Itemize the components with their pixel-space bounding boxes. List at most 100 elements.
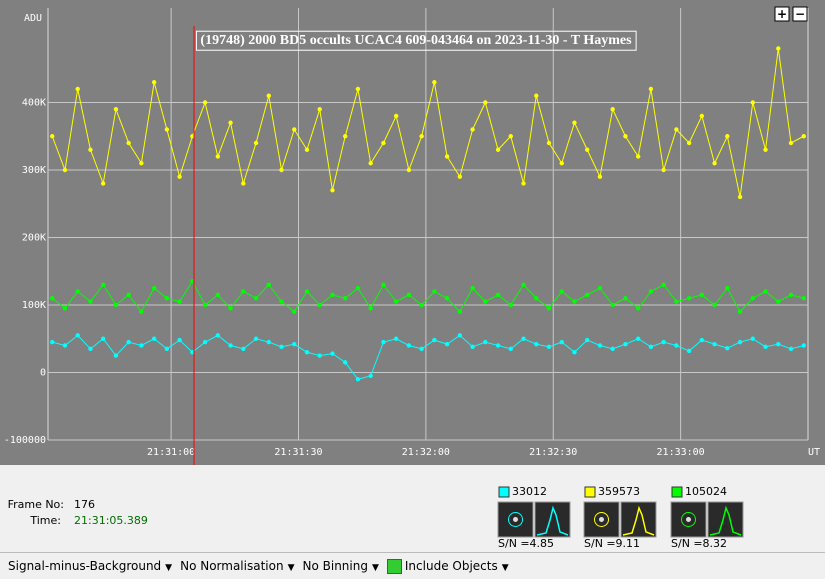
data-point: [253, 336, 259, 341]
data-point: [483, 100, 488, 105]
y-tick-label: 400K: [22, 98, 46, 109]
data-point: [763, 344, 768, 350]
zoom-button-label[interactable]: −: [795, 7, 805, 21]
data-point: [393, 113, 399, 119]
data-point: [521, 282, 526, 287]
data-point: [177, 337, 182, 343]
data-point: [686, 348, 692, 354]
data-point: [126, 339, 131, 345]
data-point: [330, 292, 335, 298]
mode-dropdown[interactable]: Signal-minus-Background ▼: [8, 559, 173, 573]
chart-title: (19748) 2000 BD5 occults UCAC4 609-04346…: [200, 33, 632, 48]
data-point: [699, 292, 705, 298]
data-point: [343, 360, 348, 365]
objects-dropdown[interactable]: Include Objects ▼: [386, 558, 509, 574]
data-point: [126, 292, 131, 298]
data-point: [241, 181, 246, 186]
data-point: [330, 351, 335, 356]
aperture-ring: [594, 512, 609, 527]
psf-profile: [622, 505, 655, 536]
psf-profile: [709, 505, 742, 536]
zoom-button[interactable]: [792, 6, 808, 22]
x-tick-label: 21:31:30: [274, 447, 322, 458]
data-point: [661, 282, 666, 287]
legend-label: 359573: [598, 485, 640, 498]
data-point: [330, 188, 335, 193]
data-point: [419, 134, 424, 139]
data-point: [674, 343, 679, 348]
data-point: [279, 167, 284, 173]
data-point: [304, 350, 310, 355]
data-point: [750, 336, 756, 341]
data-point: [151, 285, 157, 291]
data-point: [113, 107, 119, 112]
data-point: [62, 343, 68, 348]
data-point: [610, 302, 615, 308]
data-point: [215, 333, 221, 338]
data-point: [241, 289, 246, 294]
data-point: [88, 147, 93, 152]
data-point: [343, 296, 348, 301]
x-axis-label: UT: [808, 447, 820, 458]
data-point: [50, 296, 55, 301]
data-point: [788, 346, 794, 352]
data-point: [432, 337, 437, 343]
data-point: [62, 167, 68, 173]
data-point: [559, 289, 564, 294]
data-point: [444, 154, 450, 159]
legend-label: 33012: [512, 485, 547, 498]
x-tick-label: 21:33:00: [657, 447, 705, 458]
y-tick-label: 0: [40, 368, 46, 379]
data-point: [674, 127, 679, 132]
data-point: [470, 285, 475, 291]
data-point: [190, 279, 195, 284]
data-point: [202, 302, 208, 308]
data-point: [674, 299, 679, 304]
data-point: [623, 341, 628, 347]
data-point: [279, 299, 284, 304]
series-line: [51, 48, 804, 198]
data-point: [776, 46, 781, 51]
binning-dropdown[interactable]: No Binning ▼: [302, 559, 379, 573]
series-line: [52, 334, 804, 380]
snr-value: 4.85: [530, 537, 555, 550]
data-point: [75, 86, 80, 92]
data-point: [686, 296, 692, 301]
data-point: [266, 93, 271, 98]
data-point: [457, 309, 463, 314]
data-point: [712, 302, 717, 308]
data-point: [355, 86, 361, 92]
normalisation-dropdown[interactable]: No Normalisation ▼: [180, 559, 295, 573]
data-point: [699, 113, 705, 119]
legend-label: 105024: [685, 485, 727, 498]
data-point: [62, 306, 68, 311]
zoom-button[interactable]: [774, 6, 790, 22]
data-point: [228, 343, 233, 348]
plot-background: [0, 0, 825, 465]
data-point: [50, 134, 55, 139]
data-point: [623, 134, 628, 139]
data-point: [534, 296, 539, 301]
data-point: [381, 339, 386, 345]
data-point: [100, 282, 106, 287]
data-point: [355, 377, 361, 382]
data-point: [406, 292, 412, 298]
y-tick-label: 300K: [22, 165, 46, 176]
data-point: [202, 339, 208, 345]
data-point: [725, 346, 730, 351]
data-point: [292, 341, 297, 347]
data-point: [190, 350, 195, 355]
data-point: [177, 174, 182, 179]
data-point: [585, 337, 590, 343]
zoom-button-label[interactable]: +: [777, 7, 787, 21]
data-point: [585, 147, 590, 152]
data-point: [215, 154, 221, 159]
data-point: [699, 337, 705, 343]
data-point: [788, 140, 794, 146]
data-point: [113, 302, 119, 308]
frame-value: 176: [74, 498, 95, 511]
data-point: [381, 282, 386, 287]
data-point: [776, 299, 781, 304]
data-point: [801, 134, 806, 139]
